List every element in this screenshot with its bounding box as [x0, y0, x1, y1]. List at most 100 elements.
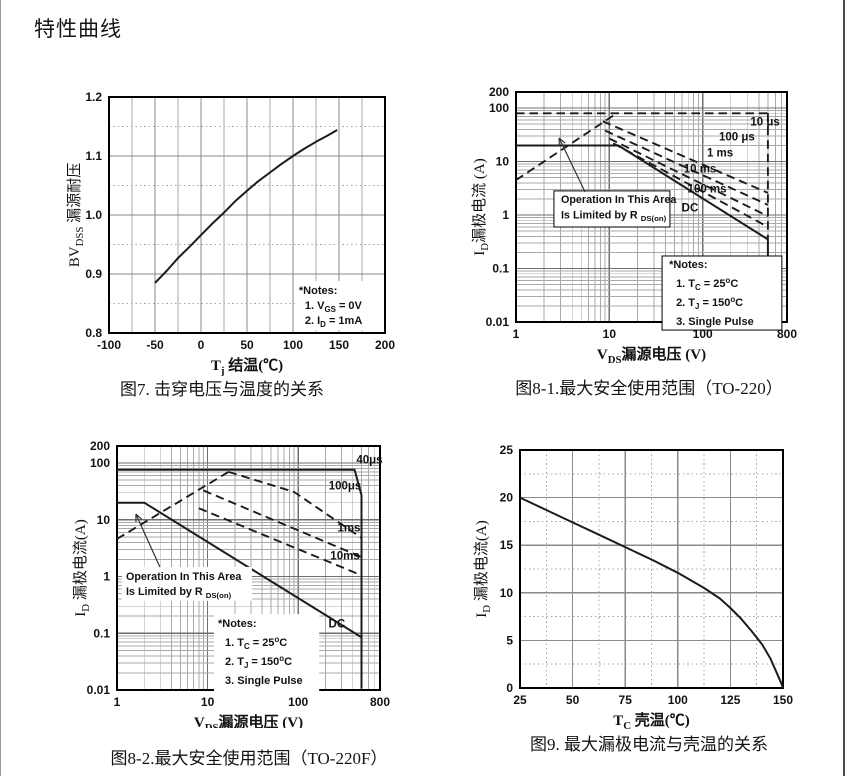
series-bvdss-vs-tj — [154, 129, 338, 284]
fig8-1-x-axis-title: VDS漏源电压 (V) — [597, 345, 706, 366]
y-tick-20: 20 — [500, 491, 514, 505]
series-limit-1ms — [604, 129, 769, 206]
y-tick-1.0: 1.0 — [85, 208, 102, 222]
series-limit-100ms — [612, 142, 769, 228]
series-limit-10ms — [608, 137, 769, 218]
fig8-2-callout-line-0: Operation In This Area — [126, 571, 242, 583]
series-limit-40us — [117, 468, 363, 689]
y-tick-0.1: 0.1 — [492, 262, 509, 276]
fig8-1-curve-label-2: 1 ms — [707, 147, 733, 159]
fig7-y-axis-title: BVDSS 漏源耐压 — [66, 163, 86, 267]
y-tick-0.9: 0.9 — [85, 267, 102, 281]
fig8-2-curve-label-3: 10ms — [330, 551, 359, 563]
series-limit-dc — [117, 501, 363, 639]
fig8-1-curve-label-3: 10 ms — [684, 163, 717, 175]
fig8-2-callout-line-1: Is Limited by R DS(on) — [126, 586, 232, 600]
fig8-1-notes-line-3: 3. Single Pulse — [676, 316, 754, 328]
fig8-1-caption: 图8-1.最大安全使用范围（TO-220） — [515, 379, 783, 398]
arrow-shaft — [558, 137, 586, 193]
page-right-border — [843, 0, 845, 776]
fig7-svg: -100 -50 0 50 100 150 200 1.2 1.1 1.0 0.9 0.8 Tj 结温(… — [66, 90, 395, 376]
y-tick-100: 100 — [489, 101, 509, 115]
fig8-2-curve-label-2: 1ms — [337, 522, 360, 534]
page-left-border — [0, 0, 1, 776]
fig9-x-axis-title: TC 壳温(℃) — [613, 711, 690, 730]
plot-border — [108, 96, 386, 334]
y-tick-0.01: 0.01 — [87, 683, 111, 697]
x-tick-100: 100 — [283, 338, 303, 352]
fig8-2-notes-line-2: 2. TJ = 150oC — [225, 654, 292, 670]
plot-border — [519, 449, 784, 689]
y-tick-100: 100 — [90, 456, 110, 470]
fig8-2-caption: 图8-2.最大安全使用范围（TO-220F） — [110, 749, 388, 768]
y-tick-1: 1 — [103, 570, 110, 584]
x-tick-150: 150 — [773, 693, 793, 707]
y-tick-25: 25 — [500, 443, 514, 457]
y-tick-200: 200 — [90, 439, 110, 453]
x-tick-150: 150 — [329, 338, 349, 352]
fig8-2-notes-line-1: 1. TC = 25oC — [225, 635, 287, 651]
series-rdson-limit — [116, 471, 229, 540]
x-tick-200: 200 — [375, 338, 395, 352]
fig7-x-axis-title: Tj 结温(℃) — [211, 356, 283, 376]
series-limit-100us — [228, 470, 363, 539]
chart-soa-to220: 1 10 100 800 200 100 10 1 0.1 0.01 VDS漏源电压 (V) ID漏极… — [452, 72, 846, 372]
series — [154, 129, 338, 284]
y-tick-0.1: 0.1 — [93, 626, 110, 640]
x-tick-100: 100 — [668, 693, 688, 707]
callout-arrow — [135, 513, 161, 568]
fig7-notes-line-2: 2. ID = 1mA — [305, 315, 362, 329]
x-tick-10: 10 — [603, 327, 617, 341]
fig8-1-callout-line-1: Is Limited by R DS(on) — [561, 209, 667, 223]
x-tick-0: 0 — [198, 338, 205, 352]
x-tick-50: 50 — [566, 693, 580, 707]
fig8-1-notes-line-0: *Notes: — [669, 259, 708, 271]
x-tick-800: 800 — [370, 695, 390, 709]
plot-border — [515, 91, 788, 323]
arrow-head — [558, 137, 566, 144]
series — [116, 468, 363, 689]
fig8-1-curve-label-0: 10 μs — [750, 116, 779, 128]
x-tick-50: 50 — [240, 338, 254, 352]
fig8-2-curve-label-0: 40μs — [356, 454, 382, 466]
y-tick-1.2: 1.2 — [85, 90, 102, 104]
fig8-2-y-axis-title: ID 漏极电流(A) — [72, 519, 92, 616]
x-tick-125: 125 — [720, 693, 740, 707]
y-tick-1.1: 1.1 — [85, 149, 102, 163]
fig8-2-notes-mask — [213, 614, 320, 695]
x-tick--100: -100 — [97, 338, 121, 352]
fig8-1-notes-line-1: 1. TC = 25oC — [676, 276, 738, 292]
fig8-1-curve-label-5: DC — [682, 202, 699, 214]
fig8-2-x-axis-title: VDS漏源电压 (V) — [194, 713, 303, 728]
grid — [520, 450, 783, 688]
fig8-1-callout-line-0: Operation In This Area — [561, 194, 677, 206]
series-limit-1ms — [203, 489, 362, 558]
y-tick-0: 0 — [506, 681, 513, 695]
fig7-notes-line-1: 1. VGS = 0V — [305, 300, 363, 314]
callout-arrow — [558, 137, 586, 193]
y-tick-200: 200 — [489, 85, 509, 99]
y-tick-5: 5 — [506, 633, 513, 647]
x-tick-25: 25 — [513, 693, 527, 707]
fig8-2-svg: 1 10 100 800 200 100 10 1 0.1 0.01 VDS漏源电压 (V) ID 漏… — [72, 439, 390, 728]
y-tick-15: 15 — [500, 538, 514, 552]
x-tick-10: 10 — [201, 695, 215, 709]
series — [515, 112, 769, 321]
fig8-2-notes-line-3: 3. Single Pulse — [225, 675, 303, 687]
y-tick-0.8: 0.8 — [85, 326, 102, 340]
fig8-1-curve-label-4: 100 ms — [688, 183, 727, 195]
chart-max-current-vs-case-temp: 25 50 75 100 125 150 25 20 15 10 5 0 TC 壳温(℃) ID 漏极电流… — [452, 430, 846, 730]
series — [519, 496, 784, 689]
fig8-1-callout-box — [553, 190, 671, 228]
x-tick-1: 1 — [513, 327, 520, 341]
fig8-2-callout-mask — [121, 566, 252, 601]
y-tick-10: 10 — [97, 513, 111, 527]
arrow-head — [135, 513, 143, 520]
fig7-notes-mask — [294, 280, 384, 331]
series-rdson-limit — [515, 112, 618, 181]
x-tick-75: 75 — [619, 693, 633, 707]
x-tick--50: -50 — [146, 338, 164, 352]
series-id-vs-tc — [519, 496, 784, 689]
